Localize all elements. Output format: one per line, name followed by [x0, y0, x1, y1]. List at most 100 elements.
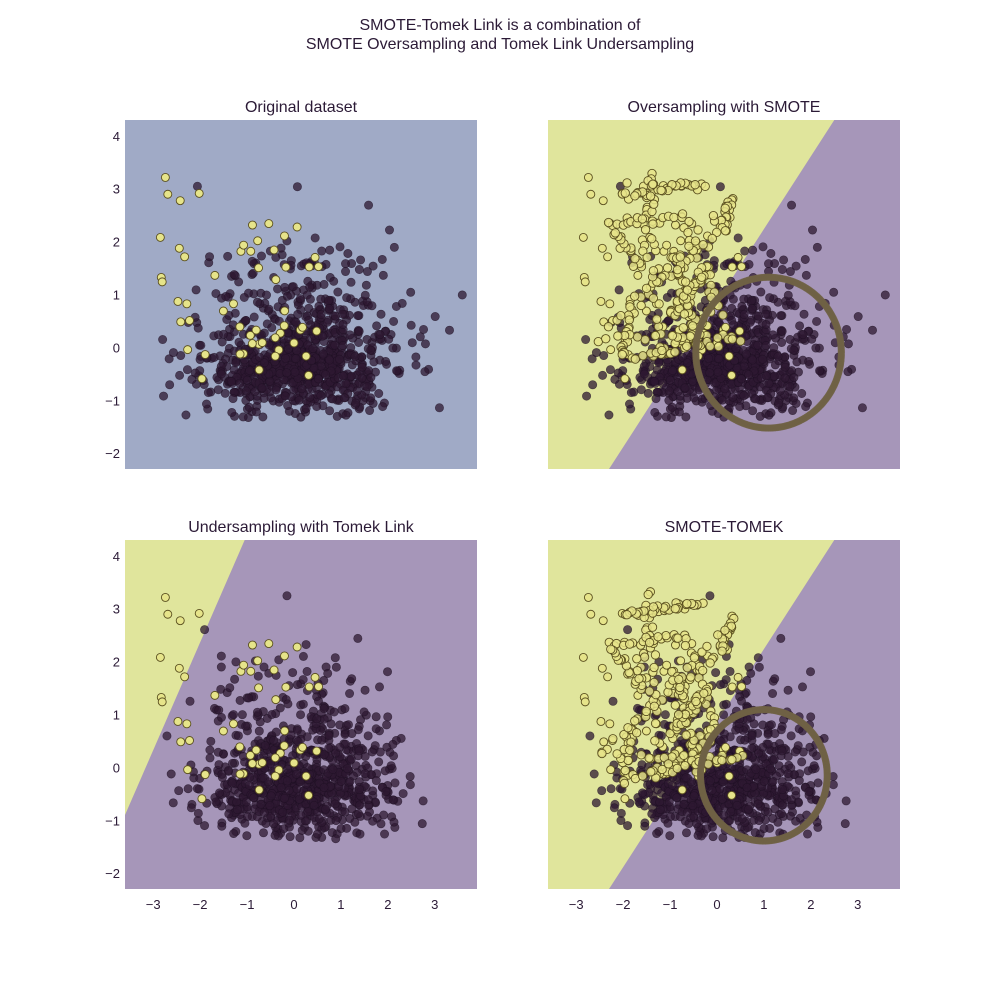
majority-point [316, 391, 326, 401]
synthetic-point [632, 654, 642, 664]
majority-point [362, 811, 372, 821]
majority-point [745, 317, 755, 327]
majority-point [705, 776, 715, 786]
x-axis: −3 −2 −1 0 1 2 3 [146, 897, 439, 912]
majority-point [366, 345, 376, 355]
majority-point [245, 365, 255, 375]
majority-point [301, 403, 311, 413]
majority-point [405, 772, 415, 782]
synthetic-point [640, 225, 651, 235]
minority-point [641, 726, 651, 736]
majority-point [330, 799, 340, 809]
majority-point [388, 795, 398, 805]
synthetic-point [682, 341, 692, 351]
synthetic-point [672, 763, 682, 774]
majority-point [239, 292, 249, 302]
synthetic-point [640, 335, 650, 345]
majority-point [229, 710, 239, 720]
majority-point [765, 293, 775, 303]
majority-point [390, 778, 400, 788]
majority-point [343, 720, 353, 730]
majority-point [305, 294, 315, 304]
y-tick-label: 3 [113, 182, 120, 197]
majority-point [214, 760, 224, 770]
minority-point [218, 306, 228, 316]
majority-point [692, 819, 702, 829]
minority-point [157, 697, 167, 707]
majority-point [329, 707, 339, 717]
minority-point [727, 682, 737, 692]
majority-point [342, 293, 352, 303]
majority-point [345, 330, 355, 340]
majority-point [812, 316, 822, 326]
minority-point [301, 351, 311, 361]
majority-point [196, 340, 206, 350]
majority-point [591, 348, 601, 358]
majority-point [205, 753, 215, 763]
majority-point [227, 778, 237, 788]
synthetic-point [636, 750, 646, 760]
synthetic-point [679, 309, 690, 319]
majority-point [359, 707, 369, 717]
majority-point [380, 766, 390, 776]
majority-point [279, 793, 289, 803]
majority-point [643, 388, 653, 398]
synthetic-point [673, 633, 683, 643]
majority-point [286, 730, 296, 740]
majority-point [693, 830, 703, 840]
majority-point [216, 369, 226, 379]
majority-point [230, 674, 240, 684]
majority-point [258, 412, 268, 422]
majority-point [770, 729, 780, 739]
majority-point [329, 276, 339, 286]
majority-point [318, 349, 328, 359]
majority-point [609, 803, 619, 813]
minority-point [677, 785, 687, 795]
majority-point [718, 777, 728, 787]
majority-point [392, 366, 402, 376]
y-tick-label: −1 [105, 813, 120, 828]
majority-point [324, 743, 334, 753]
majority-point [688, 801, 698, 811]
majority-point [374, 389, 384, 399]
majority-point [316, 310, 326, 320]
majority-point [411, 360, 421, 370]
majority-point [325, 355, 335, 365]
minority-point [280, 306, 290, 316]
majority-point [662, 292, 672, 302]
synthetic-point [648, 266, 659, 276]
majority-point [764, 259, 774, 269]
majority-point [764, 410, 774, 420]
majority-point [652, 829, 662, 839]
synthetic-point [632, 332, 643, 342]
majority-point [389, 316, 399, 326]
majority-point [655, 805, 665, 815]
majority-point [604, 410, 614, 420]
majority-point [162, 731, 172, 741]
minority-point [596, 717, 606, 726]
y-tick-label: −2 [105, 446, 120, 461]
minority-point [298, 322, 307, 332]
majority-point [282, 368, 292, 378]
majority-point [302, 666, 312, 676]
minority-point [254, 785, 264, 795]
majority-point [316, 294, 326, 304]
majority-point [377, 254, 387, 264]
majority-point [256, 251, 266, 261]
majority-point [259, 358, 269, 368]
synthetic-point [656, 185, 666, 196]
majority-point [798, 330, 808, 340]
synthetic-point [631, 728, 642, 738]
minority-point [264, 639, 274, 649]
majority-point [366, 372, 376, 382]
minority-point [598, 616, 608, 626]
majority-point [292, 680, 302, 690]
majority-point [354, 265, 364, 275]
majority-point [244, 402, 254, 412]
majority-point [265, 801, 275, 811]
majority-point [258, 828, 268, 838]
majority-point [775, 386, 785, 396]
synthetic-point [648, 602, 659, 612]
majority-point [298, 651, 308, 661]
majority-point [744, 259, 754, 269]
